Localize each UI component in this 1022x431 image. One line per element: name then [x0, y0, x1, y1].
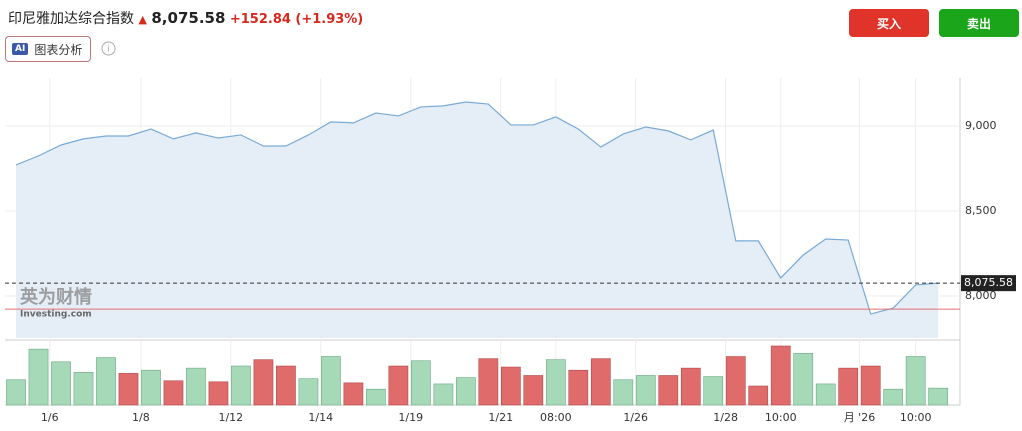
- watermark: 英为财情: [19, 286, 92, 308]
- volume-bar: [793, 353, 814, 406]
- volume-bar: [815, 383, 836, 406]
- volume-bar: [231, 365, 251, 406]
- x-tick-label: 月 '26: [844, 411, 876, 424]
- volume-bar: [568, 369, 589, 406]
- volume-bar: [478, 358, 499, 406]
- volume-bar: [590, 358, 611, 406]
- volume-bar: [748, 385, 769, 406]
- change-pct: (+1.93%): [295, 12, 364, 27]
- price: 8,075.58: [151, 9, 226, 27]
- volume-bar: [455, 377, 476, 406]
- volume-bar: [500, 366, 521, 406]
- volume-bar: [96, 357, 116, 406]
- change: +152.84: [229, 12, 291, 27]
- volume-bar: [73, 372, 94, 406]
- title: 印尼雅加达综合指数: [8, 11, 134, 27]
- ai-tag: AI: [12, 43, 29, 55]
- volume-bar: [343, 382, 364, 406]
- volume-bar: [433, 383, 454, 406]
- last-price-box: [961, 275, 1016, 292]
- volume-bar: [860, 365, 881, 406]
- volume-bar: [545, 359, 566, 406]
- volume-bar: [770, 345, 791, 406]
- x-tick-label: 1/21: [488, 411, 513, 424]
- ai-label: 图表分析: [34, 42, 83, 57]
- volume-bar: [388, 365, 409, 406]
- volume-bar: [141, 369, 161, 406]
- volume-bar: [635, 375, 656, 406]
- price-area: [16, 101, 939, 338]
- volume-bar: [680, 367, 701, 406]
- header: 印尼雅加达综合指数 ▲ 8,075.58 +152.84 (+1.93%): [8, 9, 364, 27]
- y-tick-label: 8,000: [965, 289, 997, 302]
- price-line: [15, 101, 939, 315]
- x-tick-label: 08:00: [540, 411, 572, 424]
- volume-bar: [51, 361, 71, 406]
- volume-bar: [6, 379, 26, 406]
- svg-text:i: i: [107, 45, 110, 55]
- volume-bar: [883, 388, 904, 406]
- x-tick-label: 1/12: [218, 411, 243, 424]
- volume-bar: [276, 365, 296, 406]
- volume-bar: [658, 375, 679, 406]
- volume-bar: [725, 356, 746, 406]
- volume-bar: [703, 376, 724, 406]
- buy-button[interactable]: 买入: [849, 9, 929, 37]
- volume-bar: [523, 375, 544, 406]
- volume-bar: [186, 367, 206, 406]
- volume-bar: [28, 348, 49, 406]
- y-tick-label: 8,500: [965, 204, 997, 217]
- x-tick-label: 10:00: [900, 411, 932, 424]
- volume-bar: [208, 381, 229, 406]
- volume-bar: [905, 356, 926, 406]
- x-tick-label: 1/26: [623, 411, 648, 424]
- volume-bar: [928, 387, 949, 406]
- y-tick-label: 9,000: [965, 119, 997, 132]
- volume-bar: [253, 359, 274, 406]
- volume-bar: [321, 356, 341, 406]
- ai-button[interactable]: AI 图表分析: [5, 36, 92, 62]
- volume-bar: [411, 360, 431, 406]
- volume-bar: [163, 380, 184, 406]
- x-tick-label: 1/14: [308, 411, 333, 424]
- volume-bar: [613, 379, 634, 406]
- volume-bar: [366, 388, 386, 406]
- last-price-label: 8,075.58: [964, 276, 1013, 289]
- volume-bar: [298, 378, 319, 406]
- volume-bar: [118, 373, 139, 406]
- x-tick-label: 1/28: [713, 411, 738, 424]
- x-tick-label: 1/6: [41, 411, 59, 424]
- sell-button[interactable]: 卖出: [939, 9, 1019, 37]
- x-tick-label: 1/8: [132, 411, 150, 424]
- x-tick-label: 1/19: [398, 411, 423, 424]
- volume-bar: [838, 367, 859, 406]
- watermark-sub: Investing.com: [20, 310, 92, 320]
- info-icon[interactable]: i: [101, 41, 116, 56]
- x-tick-label: 10:00: [765, 411, 797, 424]
